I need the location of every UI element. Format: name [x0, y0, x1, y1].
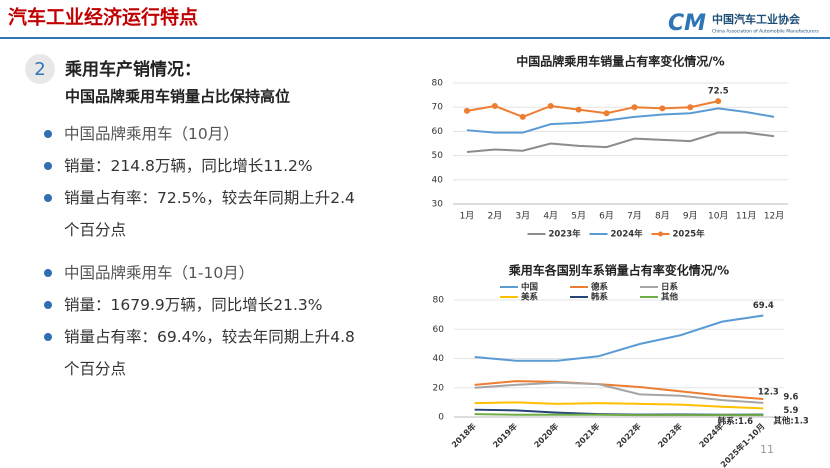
bullet-text: 销量占有率：72.5%，较去年同期上升2.4个百分点	[64, 189, 355, 239]
bullet-text: 中国品牌乘用车（10月）	[64, 125, 239, 143]
x-tick-label: 12月	[764, 211, 784, 222]
y-tick-label: 80	[432, 79, 444, 89]
x-tick-label: 2021年	[573, 421, 601, 449]
y-tick-label: 0	[438, 413, 444, 423]
legend-label: 德系	[591, 282, 609, 293]
bullet-text: 销量：214.8万辆，同比增长11.2%	[64, 157, 313, 175]
x-tick-label: 4月	[543, 211, 558, 222]
legend-label: 2024年	[611, 229, 644, 240]
x-tick-label: 7月	[627, 211, 642, 222]
page-number: 11	[760, 443, 774, 456]
bullet-dot	[44, 269, 52, 277]
x-tick-label: 2018年	[449, 421, 477, 449]
section-badge	[25, 54, 55, 84]
x-tick-label: 3月	[515, 211, 530, 222]
section-heading: 乘用车产销情况：	[64, 59, 201, 80]
series-line	[466, 107, 775, 134]
section-subheading: 中国品牌乘用车销量占比保持高位	[65, 88, 290, 106]
section-number: 2	[34, 59, 45, 80]
series-line	[474, 314, 764, 362]
x-tick-label: 5月	[571, 211, 586, 222]
x-tick-label: 9月	[683, 211, 698, 222]
point-marker	[519, 113, 526, 120]
bullet-text: 销量：1679.9万辆，同比增长21.3%	[64, 296, 323, 314]
y-tick-label: 70	[432, 103, 444, 113]
legend-marker	[658, 231, 663, 237]
series-line	[474, 401, 764, 410]
legend-label: 韩系	[591, 292, 609, 303]
x-tick-label: 2022年	[614, 421, 642, 449]
legend-label: 2025年	[673, 229, 706, 240]
point-marker	[603, 110, 610, 117]
legend-label: 中国	[521, 282, 538, 293]
logo-en: China Association of Automobile Manufact…	[712, 29, 819, 35]
x-tick-label: 8月	[655, 211, 670, 222]
data-label: 其他:1.3	[773, 416, 809, 427]
x-tick-label: 2020年	[532, 421, 560, 449]
series-line	[466, 100, 719, 118]
bullet-text: 中国品牌乘用车（1-10月）	[64, 264, 255, 282]
point-marker	[547, 102, 554, 109]
series-line	[474, 380, 764, 401]
bullet-text: 销量占有率：69.4%，较去年同期上升4.8个百分点	[64, 328, 355, 378]
series-line	[474, 381, 764, 404]
y-tick-label: 40	[432, 175, 444, 185]
y-tick-label: 60	[432, 127, 444, 137]
y-tick-label: 40	[433, 354, 445, 364]
x-tick-label: 6月	[599, 211, 614, 222]
point-marker	[715, 98, 722, 105]
point-marker	[491, 102, 498, 109]
data-label: 12.3	[758, 388, 779, 398]
data-label: 5.9	[783, 406, 798, 416]
y-tick-label: 20	[433, 383, 445, 393]
x-tick-label: 2月	[488, 211, 503, 222]
data-label: 韩系:1.6	[718, 416, 754, 427]
logo-cn: 中国汽车工业协会	[712, 12, 801, 26]
y-tick-label: 50	[432, 151, 444, 161]
y-tick-label: 60	[433, 325, 445, 335]
legend-label: 其他	[661, 292, 679, 303]
x-tick-label: 10月	[708, 211, 728, 222]
bullet-dot	[44, 130, 52, 138]
point-marker	[687, 104, 694, 111]
x-tick-label: 2019年	[491, 421, 519, 449]
legend-label: 美系	[521, 292, 539, 303]
slide-title: 汽车工业经济运行特点	[8, 6, 198, 29]
legend-label: 日系	[661, 282, 679, 293]
x-tick-label: 1月	[460, 211, 475, 222]
bullet-dot	[44, 194, 52, 202]
series-line	[474, 413, 764, 417]
point-marker	[631, 104, 638, 111]
chart-title: 乘用车各国别车系销量占有率变化情况/%	[508, 263, 729, 278]
y-tick-label: 30	[432, 200, 444, 210]
bullet-dot	[44, 162, 52, 170]
data-label: 72.5	[708, 87, 729, 97]
y-tick-label: 80	[433, 296, 445, 306]
bullet-dot	[44, 333, 52, 341]
data-label: 69.4	[753, 301, 774, 311]
legend-label: 2023年	[549, 229, 582, 240]
point-marker	[659, 105, 666, 112]
chart-title: 中国品牌乘用车销量占有率变化情况/%	[516, 54, 724, 69]
x-tick-label: 11月	[736, 211, 756, 222]
point-marker	[575, 106, 582, 113]
logo-mark: CM	[668, 11, 706, 36]
data-label: 9.6	[783, 392, 798, 402]
bullet-dot	[44, 301, 52, 309]
series-line	[466, 131, 775, 153]
point-marker	[463, 107, 470, 114]
x-tick-label: 2023年	[656, 421, 684, 449]
